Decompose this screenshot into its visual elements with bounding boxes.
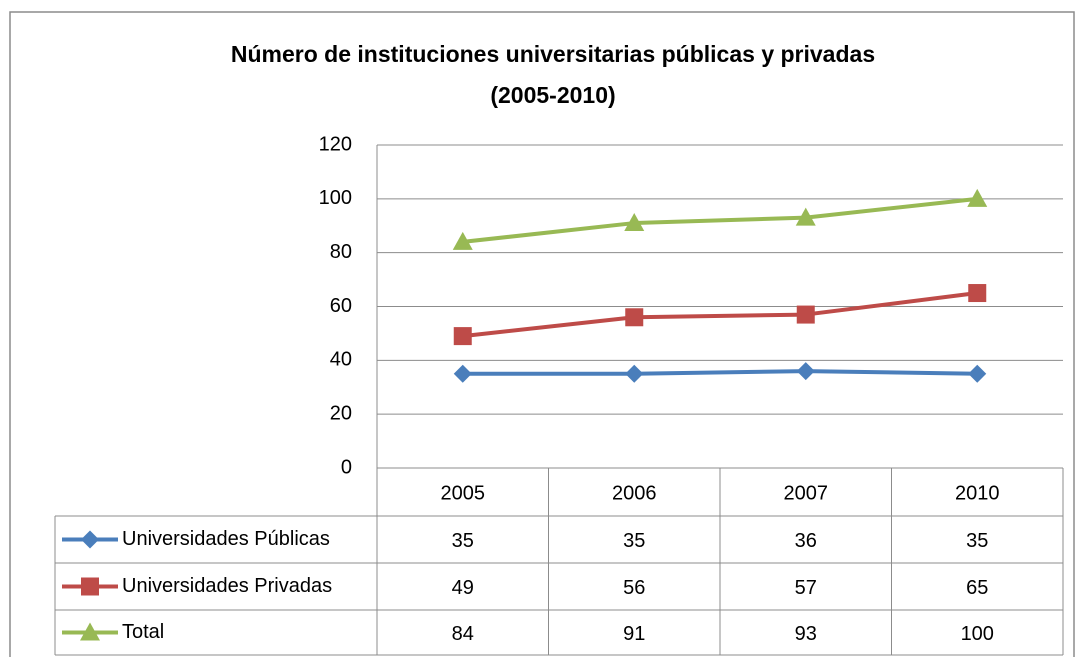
table-value: 65 — [966, 577, 988, 599]
y-tick-label: 80 — [330, 241, 352, 263]
legend-label: Total — [122, 621, 164, 643]
x-tick-label: 2005 — [441, 482, 486, 504]
table-value: 36 — [795, 530, 817, 552]
marker — [968, 284, 987, 303]
marker — [453, 364, 472, 383]
marker — [625, 364, 644, 383]
marker — [795, 207, 816, 226]
x-tick-label: 2010 — [955, 482, 1000, 504]
series-line — [462, 369, 978, 376]
y-tick-label: 0 — [341, 456, 352, 478]
marker — [624, 213, 645, 232]
y-tick-label: 100 — [319, 187, 352, 209]
marker — [453, 327, 472, 346]
legend-marker — [81, 577, 99, 596]
marker — [796, 305, 815, 324]
table-value: 57 — [795, 577, 817, 599]
table-value: 35 — [966, 530, 988, 552]
table-value: 56 — [623, 577, 645, 599]
chart-title: (2005-2010) — [490, 82, 615, 108]
table-value: 91 — [623, 623, 645, 645]
marker — [452, 231, 473, 250]
marker — [967, 188, 988, 207]
y-tick-label: 120 — [319, 133, 352, 155]
legend-label: Universidades Públicas — [122, 528, 330, 550]
table-value: 49 — [452, 577, 474, 599]
table-value: 84 — [452, 623, 474, 645]
table-value: 100 — [961, 623, 994, 645]
x-tick-label: 2007 — [784, 482, 829, 504]
legend-marker — [81, 530, 99, 549]
series-line — [462, 196, 978, 244]
series-line — [462, 291, 978, 339]
chart-border — [9, 11, 1075, 657]
marker — [625, 308, 644, 327]
table-value: 93 — [795, 623, 817, 645]
y-tick-label: 60 — [330, 295, 352, 317]
table-value: 35 — [623, 530, 645, 552]
chart-title: Número de instituciones universitarias p… — [231, 41, 875, 67]
legend-marker — [80, 622, 100, 641]
marker — [796, 362, 815, 381]
x-tick-label: 2006 — [612, 482, 657, 504]
table-value: 35 — [452, 530, 474, 552]
marker — [968, 364, 987, 383]
legend-label: Universidades Privadas — [122, 575, 332, 597]
y-tick-label: 40 — [330, 349, 352, 371]
y-tick-label: 20 — [330, 402, 352, 424]
